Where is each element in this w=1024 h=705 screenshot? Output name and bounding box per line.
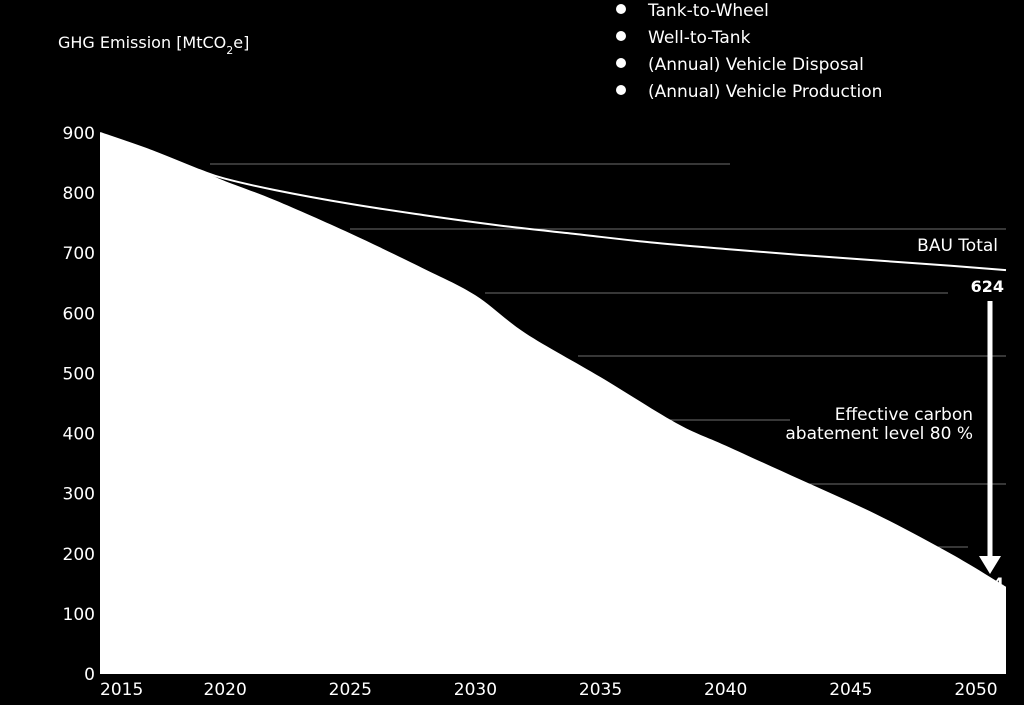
bau-end-value: 624 (971, 277, 1004, 296)
x-tick-label: 2020 (204, 680, 247, 700)
x-tick-label: 2025 (329, 680, 372, 700)
x-tick-label: 2015 (100, 680, 143, 700)
x-tick-label: 2040 (704, 680, 747, 700)
legend-label-tank-to-wheel: Tank-to-Wheel (647, 1, 769, 21)
end-value-label: 124 (971, 574, 1004, 593)
x-tick-label: 2030 (454, 680, 497, 700)
y-axis-label: GHG Emission [MtCO2e] (58, 33, 249, 57)
y-axis-label-suffix: e] (233, 33, 249, 52)
y-axis-label-subscript: 2 (226, 44, 233, 57)
legend-label-vehicle-disposal: (Annual) Vehicle Disposal (648, 55, 864, 75)
y-tick-label: 200 (63, 545, 95, 565)
y-tick-label: 500 (63, 364, 95, 384)
y-tick-label: 0 (84, 665, 95, 685)
legend: Tank-to-Wheel Well-to-Tank (Annual) Vehi… (616, 1, 882, 102)
legend-label-well-to-tank: Well-to-Tank (648, 28, 751, 48)
abatement-arrow-head (979, 556, 1001, 574)
gridlines (210, 163, 1006, 548)
legend-marker-vehicle-disposal (616, 58, 626, 68)
abatement-text-line2: abatement level 80 % (785, 424, 973, 444)
y-tick-label: 900 (63, 124, 95, 144)
y-tick-label: 300 (63, 485, 95, 505)
y-tick-label: 700 (63, 244, 95, 264)
series-area-total-emissions (100, 133, 1006, 674)
y-tick-label: 600 (63, 304, 95, 324)
legend-marker-tank-to-wheel (616, 4, 626, 14)
abatement-arrow (979, 301, 1001, 574)
y-tick-label: 800 (63, 184, 95, 204)
abatement-text-line1: Effective carbon (835, 405, 973, 425)
legend-marker-well-to-tank (616, 31, 626, 41)
x-tick-label: 2045 (829, 680, 872, 700)
legend-marker-vehicle-production (616, 85, 626, 95)
bau-total-label: BAU Total (917, 236, 998, 256)
y-tick-label: 400 (63, 425, 95, 445)
legend-label-vehicle-production: (Annual) Vehicle Production (648, 82, 882, 102)
x-tick-label: 2050 (954, 680, 997, 700)
series-line-bau-total (100, 132, 1007, 272)
x-tick-label: 2035 (579, 680, 622, 700)
y-tick-label: 100 (63, 605, 95, 625)
